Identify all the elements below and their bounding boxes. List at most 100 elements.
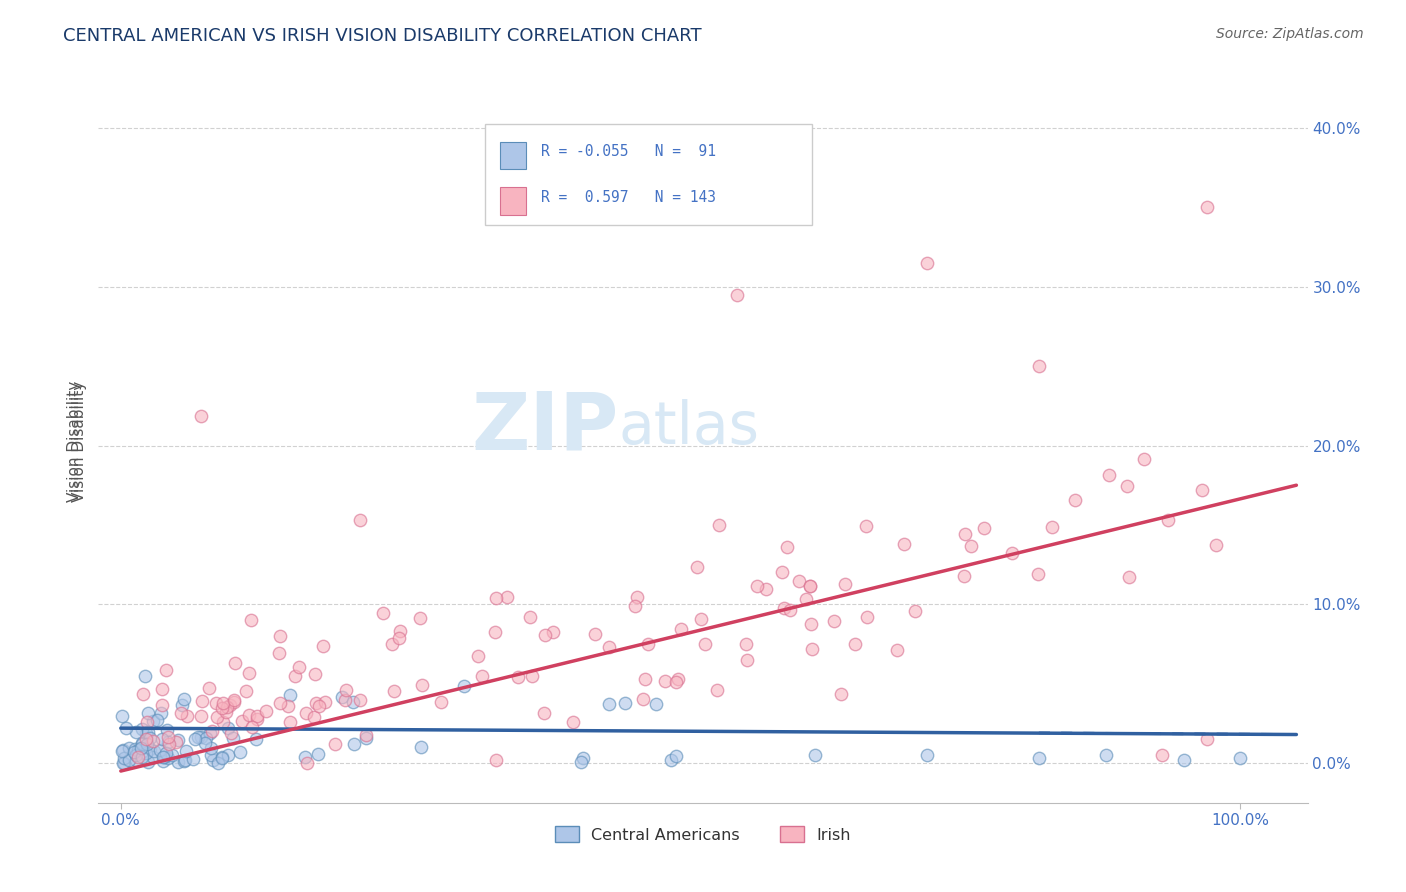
Point (235, 684, 257, 698)
Point (240, 613, 263, 627)
Point (453, 679, 475, 693)
Point (267, 646, 290, 660)
Point (686, 559, 709, 574)
Point (572, 751, 595, 765)
Point (373, 607, 395, 621)
Point (485, 591, 508, 606)
Point (304, 710, 326, 724)
Point (173, 753, 195, 767)
Point (207, 710, 229, 724)
Point (246, 713, 269, 727)
Point (1118, 570, 1140, 584)
Point (706, 683, 728, 698)
Point (136, 755, 159, 769)
Point (1133, 452, 1156, 467)
Point (222, 731, 245, 746)
Point (308, 747, 330, 761)
Point (132, 687, 155, 701)
Point (773, 601, 796, 615)
Point (471, 669, 494, 683)
Point (794, 592, 817, 607)
Point (254, 704, 277, 718)
Point (155, 663, 177, 677)
Point (195, 731, 218, 745)
Point (799, 579, 821, 593)
Point (131, 736, 153, 750)
Point (134, 668, 156, 682)
Point (124, 724, 146, 739)
Point (150, 698, 173, 712)
Point (1095, 748, 1118, 763)
Point (166, 756, 188, 770)
Point (626, 590, 648, 604)
Point (659, 753, 682, 767)
Point (295, 756, 318, 770)
Point (314, 695, 336, 709)
Point (173, 692, 195, 706)
Y-axis label: Vision Disability: Vision Disability (72, 381, 87, 502)
Point (181, 752, 204, 766)
Point (295, 706, 318, 720)
Point (904, 603, 927, 617)
Point (745, 579, 768, 593)
Text: R = -0.055   N =  91: R = -0.055 N = 91 (541, 145, 716, 160)
Point (269, 629, 291, 643)
Point (135, 731, 157, 746)
Point (356, 729, 378, 743)
Point (735, 653, 758, 667)
Point (1195, 732, 1218, 747)
Point (389, 624, 412, 638)
Point (533, 706, 555, 721)
Point (1026, 566, 1049, 581)
Point (156, 751, 179, 765)
Point (211, 749, 233, 764)
Point (598, 698, 620, 712)
Point (142, 714, 165, 728)
Point (666, 672, 689, 686)
Point (224, 693, 246, 707)
Point (631, 692, 654, 706)
Point (238, 666, 260, 681)
Point (215, 700, 238, 714)
Point (561, 714, 583, 729)
Point (349, 513, 371, 527)
Point (349, 692, 371, 706)
Point (755, 582, 778, 597)
Point (1064, 492, 1087, 507)
Point (1229, 751, 1251, 765)
Point (277, 699, 299, 714)
FancyBboxPatch shape (501, 142, 526, 169)
Point (624, 599, 647, 614)
Point (804, 748, 827, 763)
Point (335, 693, 357, 707)
Point (1150, 748, 1173, 763)
Point (190, 731, 212, 745)
Point (198, 726, 221, 740)
Text: ZIP: ZIP (471, 388, 619, 467)
Point (725, 287, 748, 301)
Point (1115, 479, 1137, 493)
Point (304, 667, 326, 681)
Point (240, 720, 263, 734)
Point (343, 737, 366, 751)
Point (598, 640, 620, 655)
Point (245, 732, 267, 747)
Point (201, 753, 224, 767)
Point (155, 746, 177, 760)
Point (201, 723, 224, 738)
Point (690, 612, 713, 626)
Point (569, 755, 592, 769)
Point (284, 669, 307, 683)
Point (215, 705, 238, 719)
Point (205, 697, 228, 711)
Point (644, 697, 666, 711)
Point (508, 670, 530, 684)
FancyBboxPatch shape (485, 124, 811, 225)
Point (269, 696, 291, 710)
Point (246, 709, 269, 723)
Point (190, 409, 212, 423)
Point (1028, 359, 1050, 373)
Point (153, 750, 176, 764)
Point (430, 695, 453, 709)
Point (467, 649, 489, 664)
